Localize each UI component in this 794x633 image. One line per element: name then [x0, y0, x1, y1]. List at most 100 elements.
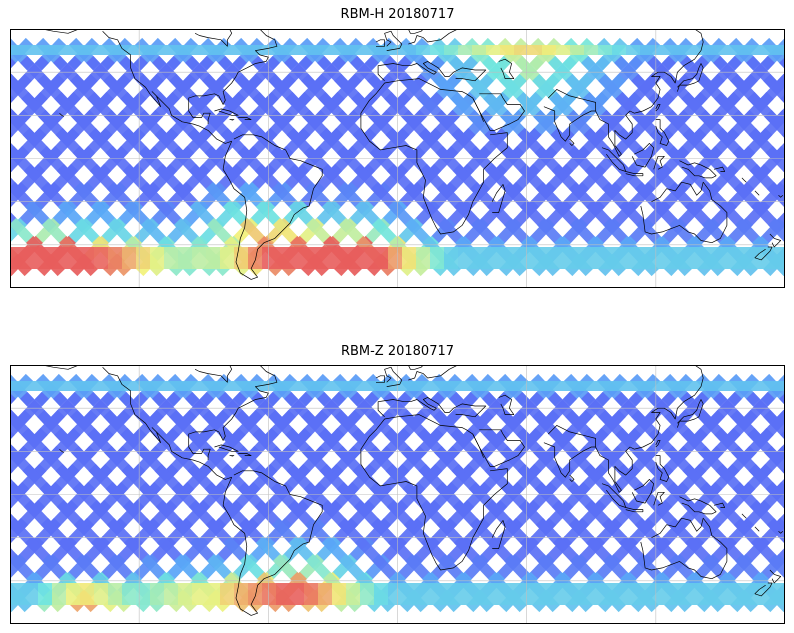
swath-cell [206, 583, 220, 605]
swath-cell [332, 247, 346, 269]
swath-cell [570, 381, 584, 391]
swath-cell [612, 247, 626, 269]
swath-cell [500, 583, 514, 605]
coastline [677, 63, 704, 92]
coastline [595, 29, 704, 157]
swath-cell [626, 381, 640, 391]
coastline [42, 29, 97, 34]
coastline [408, 365, 458, 381]
swath-cell [262, 381, 276, 391]
swath-map-rbm-z [10, 365, 785, 624]
swath-cell [444, 45, 458, 55]
swath-cell [780, 381, 785, 391]
swath-layer [10, 37, 785, 277]
swath-cell [290, 583, 304, 605]
swath-cell [122, 583, 136, 605]
swath-cell [220, 45, 234, 55]
swath-cell [500, 381, 514, 391]
swath-cell [458, 381, 472, 391]
swath-cell [332, 583, 346, 605]
swath-cell [528, 381, 542, 391]
swath-cell [10, 583, 24, 605]
swath-cell [738, 45, 752, 55]
swath-cell [318, 247, 332, 269]
coastline [408, 29, 458, 45]
swath-cell [612, 381, 626, 391]
coastline [229, 119, 235, 121]
swath-cell [220, 381, 234, 391]
map-frame [10, 29, 785, 288]
coastline [754, 190, 760, 196]
swath-cell [52, 45, 66, 55]
swath-cell [248, 247, 262, 269]
swath-cell [640, 45, 654, 55]
swath-segment [766, 517, 785, 545]
swath-cell [766, 381, 780, 391]
swath-cell [192, 583, 206, 605]
swath-cell [10, 381, 24, 391]
swath-segment [766, 181, 785, 209]
swath-cell [780, 45, 785, 55]
coastline [631, 479, 655, 504]
swath-cell [94, 247, 108, 269]
swath-cell [696, 381, 710, 391]
swath-cell [710, 45, 724, 55]
swath-cell [556, 583, 570, 605]
swath-cell [192, 381, 206, 391]
swath-cell [206, 45, 220, 55]
swath-cell [304, 45, 318, 55]
swath-cell [38, 45, 52, 55]
swath-cell [192, 247, 206, 269]
swath-cell [248, 583, 262, 605]
swath-cell [346, 381, 360, 391]
swath-cell [612, 45, 626, 55]
swath-cell [472, 381, 486, 391]
swath-cell [402, 247, 416, 269]
swath-cell [220, 247, 234, 269]
swath-cell [528, 583, 542, 605]
swath-cell [332, 45, 346, 55]
coastline [375, 375, 385, 383]
swath-cell [388, 583, 402, 605]
swath-cell [234, 45, 248, 55]
swath-cell [780, 247, 785, 269]
swath-cell [290, 45, 304, 55]
coastline [102, 366, 232, 480]
swath-cell [80, 381, 94, 391]
coastline [491, 184, 506, 213]
swath-cell [654, 247, 668, 269]
swath-cell [486, 381, 500, 391]
swath-cell [108, 583, 122, 605]
coastline [601, 147, 627, 172]
swath-cell [80, 45, 94, 55]
swath-cell [346, 583, 360, 605]
swath-cell [94, 381, 108, 391]
coastline [569, 474, 575, 482]
swath-cell [668, 583, 682, 605]
coastline [222, 134, 323, 280]
swath-cell [346, 247, 360, 269]
swath-cell [542, 583, 556, 605]
coastline [188, 29, 278, 105]
coastline [384, 30, 403, 51]
swath-cell [318, 381, 332, 391]
swath-cell [402, 583, 416, 605]
coastline [384, 366, 403, 387]
swath-cell [416, 381, 430, 391]
swath-cell [584, 381, 598, 391]
coastline [360, 414, 508, 571]
swath-cell [556, 381, 570, 391]
swath-cell [696, 247, 710, 269]
swath-cell [430, 583, 444, 605]
swath-cell [710, 247, 724, 269]
swath-cell [766, 247, 780, 269]
coastline [655, 440, 661, 448]
coastline [360, 78, 508, 235]
coastlines [42, 365, 784, 616]
swath-cell [10, 247, 24, 269]
swath-cell [444, 247, 458, 269]
coastline [377, 61, 487, 82]
swath-cell [640, 583, 654, 605]
swath-cell [206, 381, 220, 391]
swath-cell [150, 45, 164, 55]
